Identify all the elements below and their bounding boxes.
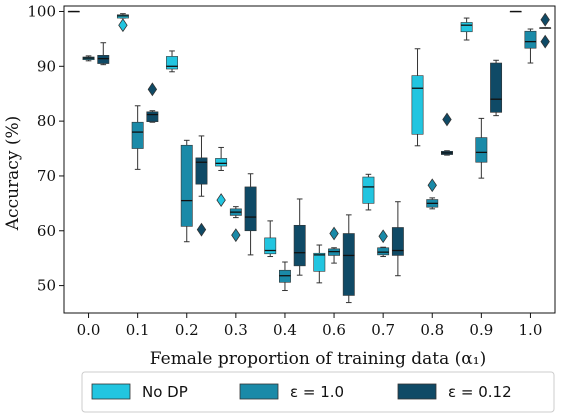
legend: No DP ε = 1.0 ε = 0.12 xyxy=(81,371,555,413)
x-tick-label: 0.6 xyxy=(322,321,346,339)
legend-swatch xyxy=(397,383,437,400)
y-tick-label: 80 xyxy=(37,112,56,130)
box-body xyxy=(215,158,228,167)
legend-item-1: No DP xyxy=(91,383,188,401)
box-body xyxy=(180,144,193,227)
box-0.1-series-1 xyxy=(116,13,129,33)
y-tick-label: 60 xyxy=(37,222,56,240)
box-0.1-series-2 xyxy=(131,105,144,170)
outlier-point xyxy=(196,222,207,237)
box-0.1-series-3 xyxy=(146,82,159,123)
box-body xyxy=(524,30,537,49)
box-0.7-series-3 xyxy=(391,201,404,277)
box-body xyxy=(293,224,306,267)
box-body xyxy=(391,227,404,256)
box-body xyxy=(131,121,144,149)
x-tick-label: 1.0 xyxy=(519,321,543,339)
x-tick-label: 0.0 xyxy=(77,321,101,339)
box-0.6-series-2 xyxy=(328,226,340,264)
box-0.6-series-3 xyxy=(342,214,355,304)
box-0.3-series-2 xyxy=(229,206,242,243)
box-0.0-series-2 xyxy=(82,55,95,62)
series-1 xyxy=(67,10,522,284)
box-0.9-series-3 xyxy=(490,59,503,117)
box-body xyxy=(490,62,503,113)
x-axis-title: Female proportion of training data (α₁) xyxy=(150,349,486,369)
box-0.2-series-2 xyxy=(180,139,193,243)
legend-swatch xyxy=(239,383,279,400)
box-0.9-series-2 xyxy=(475,117,488,179)
x-tick-label: 0.3 xyxy=(224,321,248,339)
box-body xyxy=(313,252,326,272)
outlier-point xyxy=(231,228,241,243)
box-body xyxy=(411,75,424,135)
box-body xyxy=(146,111,159,122)
box-0.3-series-3 xyxy=(244,173,257,256)
box-0.9-series-1 xyxy=(460,17,473,41)
box-0.4-series-3 xyxy=(293,198,306,276)
legend-label: ε = 1.0 xyxy=(290,383,344,401)
box-0.7-series-2 xyxy=(377,229,390,258)
y-tick-label: 70 xyxy=(37,167,56,185)
outlier-point xyxy=(329,226,339,241)
box-1.0-series-2 xyxy=(524,28,537,64)
outlier-point xyxy=(216,193,226,207)
box-0.4-series-2 xyxy=(279,261,291,292)
y-axis: 50 60 70 80 90 100 xyxy=(27,2,64,295)
box-body xyxy=(377,247,390,256)
box-0.0-series-3 xyxy=(97,42,110,66)
box-body xyxy=(475,137,488,163)
x-tick-label: 0.2 xyxy=(175,321,199,339)
box-0.7-series-1 xyxy=(362,173,375,211)
box-1.0-series-1 xyxy=(509,10,522,13)
box-0.4-series-1 xyxy=(264,220,277,258)
legend-item-2: ε = 1.0 xyxy=(239,383,344,401)
outlier-point xyxy=(540,12,550,27)
series-3 xyxy=(97,12,552,304)
outlier-point xyxy=(118,18,128,33)
box-body xyxy=(97,55,110,64)
outlier-point xyxy=(427,178,437,193)
series-2 xyxy=(82,28,537,292)
box-0.0-series-1 xyxy=(67,10,80,13)
box-body xyxy=(166,56,178,70)
y-tick-label: 100 xyxy=(27,2,56,20)
box-0.6-series-1 xyxy=(313,244,326,284)
x-tick-label: 0.9 xyxy=(469,321,493,339)
box-0.8-series-3 xyxy=(441,112,453,156)
box-body xyxy=(264,237,277,255)
outlier-point xyxy=(147,82,158,97)
legend-frame xyxy=(81,371,555,413)
box-body xyxy=(244,186,257,232)
box-body xyxy=(362,176,375,204)
y-tick-label: 50 xyxy=(37,277,56,295)
box-0.2-series-3 xyxy=(195,135,208,237)
outlier-point xyxy=(378,229,388,244)
x-axis: 0.0 0.1 0.2 0.3 0.4 0.6 0.7 0.8 0.9 1.0 xyxy=(77,313,543,339)
outlier-point xyxy=(540,34,550,49)
box-0.2-series-1 xyxy=(166,50,178,73)
box-body xyxy=(342,233,355,296)
box-0.8-series-2 xyxy=(426,178,439,210)
plot-frame xyxy=(63,5,556,314)
outlier-point xyxy=(442,112,452,127)
x-tick-label: 0.1 xyxy=(126,321,150,339)
legend-label: No DP xyxy=(142,383,188,401)
legend-label: ε = 0.12 xyxy=(448,383,512,401)
x-tick-label: 0.7 xyxy=(371,321,395,339)
legend-item-3: ε = 0.12 xyxy=(397,383,512,401)
box-body xyxy=(195,157,208,185)
plot-marks xyxy=(67,10,552,304)
box-0.3-series-1 xyxy=(215,146,228,207)
box-body xyxy=(460,22,473,33)
x-tick-label: 0.4 xyxy=(273,321,297,339)
box-0.8-series-1 xyxy=(411,48,424,147)
y-tick-label: 90 xyxy=(37,57,56,75)
x-tick-label: 0.8 xyxy=(420,321,444,339)
box-1.0-series-3 xyxy=(539,12,552,49)
legend-swatch xyxy=(91,383,131,400)
y-axis-title: Accuracy (%) xyxy=(3,116,23,231)
